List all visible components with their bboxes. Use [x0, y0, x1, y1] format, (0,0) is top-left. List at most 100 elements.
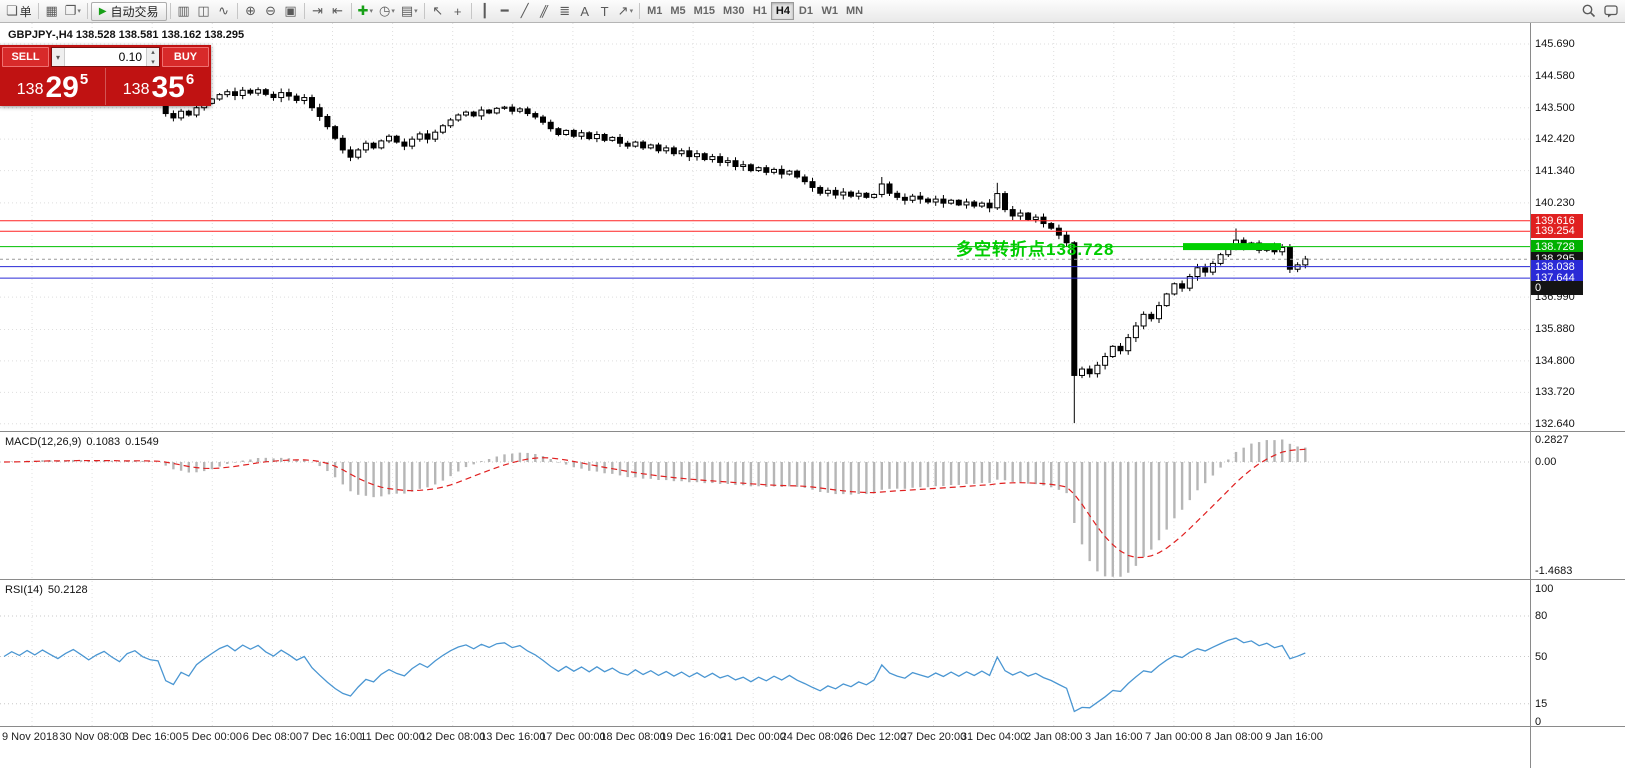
timeframe-h1[interactable]: H1: [752, 5, 767, 17]
timeframe-d1[interactable]: D1: [798, 5, 813, 17]
panel-separator[interactable]: [0, 431, 1625, 432]
new-order-icon[interactable]: ❏ 单: [6, 3, 32, 19]
main-chart-panel[interactable]: GBPJPY-,H4 138.528 138.581 138.162 138.2…: [0, 23, 1530, 431]
lot-decrement-icon[interactable]: ▾: [151, 59, 155, 66]
rsi-value: 50.2128: [47, 584, 88, 596]
candle: [963, 201, 970, 206]
rsi-chart: [0, 581, 1530, 726]
tile-windows-icon[interactable]: ▣: [284, 3, 297, 18]
bar-chart-icon[interactable]: ▥: [177, 3, 190, 18]
autotrading-button[interactable]: ▶ 自动交易: [90, 1, 167, 21]
fibonacci-icon[interactable]: ≣: [559, 3, 571, 18]
candle: [478, 109, 485, 117]
candle: [1209, 262, 1216, 273]
candle: [1202, 267, 1209, 273]
candle: [701, 153, 708, 161]
cursor-icon[interactable]: ↖: [432, 3, 444, 18]
text-icon[interactable]: A: [580, 3, 589, 19]
candlestick-chart[interactable]: [0, 23, 1530, 431]
candle: [732, 160, 739, 168]
candle: [578, 132, 585, 137]
candle: [193, 107, 200, 116]
profiles-icon[interactable]: ❐ ▾: [64, 3, 81, 18]
candle: [925, 198, 931, 203]
text-label-icon[interactable]: T: [600, 3, 609, 19]
candle: [409, 138, 416, 147]
sell-price-display[interactable]: 138 29 5: [0, 68, 105, 105]
candle: [439, 125, 446, 133]
buy-button[interactable]: BUY: [162, 47, 209, 67]
chat-icon[interactable]: [1600, 2, 1622, 21]
candle: [501, 106, 508, 109]
green-zone-highlight[interactable]: [1183, 243, 1281, 251]
search-icon[interactable]: [1578, 2, 1600, 21]
candle: [717, 156, 724, 163]
price-tick: 132.640: [1535, 417, 1575, 430]
lot-stepper[interactable]: ▴ ▾: [146, 48, 159, 66]
candle: [1132, 325, 1139, 339]
indicators-icon[interactable]: ✚ ▾: [357, 3, 373, 18]
time-label: 24 Dec 08:00: [780, 731, 847, 743]
vertical-line-icon[interactable]: ┃: [480, 3, 489, 18]
timeframe-m5[interactable]: M5: [670, 5, 686, 17]
candle: [901, 196, 908, 201]
rsi-axis-tick: 0: [1535, 716, 1542, 728]
time-label: 18 Dec 08:00: [600, 731, 666, 743]
candle: [185, 110, 192, 116]
toolbar-separator: [423, 3, 425, 19]
buy-price-pips: 35: [151, 71, 185, 104]
timeframe-m1[interactable]: M1: [647, 5, 663, 17]
time-axis[interactable]: 9 Nov 2018 30 Nov 08:00 3 Dec 16:00 5 Dec 0…: [0, 727, 1530, 749]
lot-dropdown-icon[interactable]: ▾: [52, 48, 65, 66]
sell-button[interactable]: SELL: [2, 47, 49, 67]
chart-shift-icon[interactable]: ⇤: [332, 3, 344, 18]
panel-separator[interactable]: [0, 726, 1625, 727]
auto-scroll-icon[interactable]: ⇥: [312, 3, 324, 18]
periods-icon[interactable]: ◷ ▾: [378, 3, 395, 18]
lot-size-control[interactable]: ▾ ▴ ▾: [51, 47, 160, 67]
candle: [432, 131, 439, 140]
rsi-panel[interactable]: RSI(14) 50.2128: [0, 581, 1530, 726]
channel-icon[interactable]: ∥: [538, 3, 552, 18]
lot-input[interactable]: [65, 48, 146, 66]
candle: [316, 107, 323, 117]
candle: [932, 198, 939, 203]
arrows-icon[interactable]: ↗ ▾: [617, 3, 634, 18]
templates-icon[interactable]: ▤ ▾: [400, 3, 418, 18]
timeframe-m15[interactable]: M15: [693, 5, 716, 17]
horizontal-line-icon[interactable]: ━: [500, 3, 509, 18]
candle: [1079, 368, 1085, 376]
buy-price-display[interactable]: 138 35 6: [105, 68, 211, 105]
candle: [463, 111, 469, 116]
candle: [809, 181, 816, 188]
timeframe-h4[interactable]: H4: [771, 2, 795, 20]
zoom-out-icon[interactable]: ⊖: [265, 3, 277, 18]
candle: [824, 189, 831, 194]
sell-price-point: 5: [79, 71, 89, 88]
candle: [878, 183, 885, 195]
price-badge-138.728: 138.728: [1531, 239, 1583, 254]
lot-increment-icon[interactable]: ▴: [151, 49, 155, 56]
price-axis[interactable]: 145.690 144.580 143.500 142.420 141.340 140.2…: [1530, 23, 1625, 768]
charts-grid-icon[interactable]: ▦: [45, 3, 58, 18]
timeframe-w1[interactable]: W1: [821, 5, 838, 17]
time-label: 9 Nov 2018: [2, 731, 59, 743]
rsi-axis-tick: 15: [1535, 698, 1548, 710]
macd-axis-tick: 0.00: [1535, 456, 1557, 468]
buy-price-point: 6: [185, 71, 195, 88]
candlestick-chart-icon[interactable]: ◫: [197, 3, 210, 18]
candle: [740, 164, 747, 168]
candle: [586, 132, 593, 140]
macd-panel[interactable]: MACD(12,26,9) 0.1083 0.1549: [0, 433, 1530, 579]
trendline-icon[interactable]: ╱: [520, 3, 529, 18]
zoom-in-icon[interactable]: ⊕: [245, 3, 257, 18]
timeframe-mn[interactable]: MN: [845, 5, 864, 17]
candle: [663, 147, 670, 152]
candle: [1156, 305, 1162, 320]
panel-separator[interactable]: [0, 579, 1625, 580]
crosshair-icon[interactable]: +: [453, 3, 462, 19]
timeframe-m30[interactable]: M30: [723, 5, 745, 17]
candle: [1125, 337, 1132, 352]
macd-title: MACD(12,26,9): [5, 436, 82, 448]
line-chart-icon[interactable]: ∿: [218, 3, 230, 18]
